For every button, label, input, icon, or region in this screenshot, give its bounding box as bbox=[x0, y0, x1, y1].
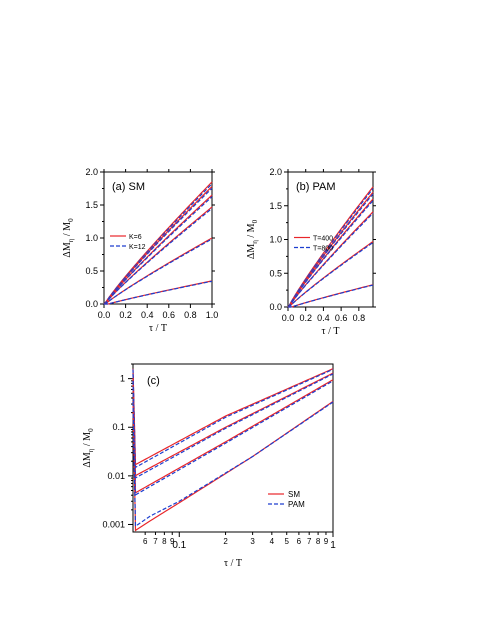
series-line-pam bbox=[132, 380, 334, 496]
y-label-mid: / M bbox=[246, 223, 257, 240]
legend-label: PAM bbox=[288, 500, 305, 509]
legend-label: SM bbox=[288, 490, 300, 499]
y-tick-label: 1.5 bbox=[85, 200, 98, 210]
y-tick-label: 2.0 bbox=[269, 167, 282, 177]
x-tick-label: 6 bbox=[297, 537, 302, 546]
y-axis-label: ΔMη / M0 bbox=[246, 219, 259, 259]
series-line-pam bbox=[103, 187, 213, 305]
series-line-sm bbox=[132, 400, 334, 532]
series-line-pam bbox=[132, 368, 334, 469]
y-label-sub: η bbox=[87, 448, 95, 452]
y-label-mid: / M bbox=[62, 222, 73, 239]
y-tick-label: 0.01 bbox=[107, 471, 125, 481]
x-tick-label: 0.6 bbox=[163, 310, 176, 320]
series-line-pam bbox=[288, 284, 374, 308]
y-tick-label: 1.0 bbox=[269, 235, 282, 245]
x-axis-label: τ / T bbox=[224, 558, 242, 569]
series-line-pam bbox=[287, 242, 374, 308]
series-line-pam bbox=[287, 200, 374, 308]
series-line-sm bbox=[287, 211, 374, 308]
x-tick-label: 4 bbox=[270, 537, 275, 546]
y-tick-label: 1.0 bbox=[85, 233, 98, 243]
y-axis-label: ΔMη / M0 bbox=[62, 218, 75, 258]
plot-frame bbox=[132, 363, 334, 533]
x-tick-label: 1.0 bbox=[206, 310, 219, 320]
x-axis-label: τ / T bbox=[149, 323, 167, 334]
legend-label: T=400 bbox=[313, 236, 333, 243]
series-line-pam bbox=[132, 401, 334, 528]
series-line-pam bbox=[103, 207, 213, 305]
series-line-sm bbox=[103, 186, 213, 305]
x-tick-label: 9 bbox=[170, 537, 175, 546]
x-tick-label: 0.8 bbox=[184, 310, 197, 320]
series-line-sm bbox=[132, 372, 334, 477]
series-line-pam bbox=[104, 280, 213, 305]
x-tick-label: 7 bbox=[153, 537, 158, 546]
series-line-sm bbox=[132, 368, 334, 466]
y-label-sub2: 0 bbox=[251, 219, 259, 223]
y-tick-label: 0.0 bbox=[85, 299, 98, 309]
series-line-pam bbox=[287, 212, 374, 308]
x-tick-label: 1 bbox=[330, 540, 336, 551]
x-axis-label: τ / T bbox=[322, 326, 340, 337]
y-axis-label: ΔMη / M0 bbox=[82, 428, 95, 468]
x-tick-label: 0.8 bbox=[353, 313, 366, 323]
y-tick-label: 1 bbox=[120, 374, 125, 384]
x-tick-label: 7 bbox=[307, 537, 312, 546]
panel-a: 0.0 0.2 0.4 0.6 0.8 1.0 0.0 0.5 1.0 1.5 2.0 (a) SM τ… bbox=[62, 167, 218, 334]
series-line-sm bbox=[132, 379, 334, 494]
x-tick-label: 2 bbox=[223, 537, 228, 546]
x-tick-label: 0.0 bbox=[98, 310, 111, 320]
x-tick-label: 0.0 bbox=[282, 313, 295, 323]
x-tick-label: 5 bbox=[284, 537, 289, 546]
y-label-mid: / M bbox=[82, 432, 93, 449]
x-tick-label: 0.1 bbox=[172, 540, 186, 551]
panel-label: (b) PAM bbox=[296, 181, 336, 193]
y-tick-label: 1.5 bbox=[269, 201, 282, 211]
series-line-sm bbox=[103, 237, 213, 305]
x-tick-label: 0.4 bbox=[317, 313, 330, 323]
x-tick-label: 8 bbox=[316, 537, 321, 546]
legend-label: K=12 bbox=[129, 244, 146, 251]
x-tick-label: 6 bbox=[143, 537, 148, 546]
y-label-main: ΔM bbox=[246, 244, 257, 259]
legend-label: K=6 bbox=[129, 234, 142, 241]
y-label-sub2: 0 bbox=[87, 428, 95, 432]
y-tick-label: 0.1 bbox=[112, 422, 125, 432]
panel-label: (a) SM bbox=[112, 181, 145, 193]
y-label-main: ΔM bbox=[62, 242, 73, 257]
x-tick-label: 9 bbox=[324, 537, 329, 546]
y-tick-label: 0.0 bbox=[269, 302, 282, 312]
panel-b: 0.0 0.2 0.4 0.6 0.8 0.0 0.5 1.0 1.5 2.0 (b) PAM τ /… bbox=[246, 167, 376, 337]
y-label-main: ΔM bbox=[82, 452, 93, 467]
legend-label: T=800 bbox=[313, 246, 333, 253]
y-label-sub: η bbox=[67, 238, 75, 242]
x-tick-label: 0.4 bbox=[141, 310, 154, 320]
y-label-sub: η bbox=[251, 240, 259, 244]
y-label-sub2: 0 bbox=[67, 218, 75, 222]
x-tick-label: 8 bbox=[162, 537, 167, 546]
series-line-pam bbox=[103, 196, 213, 305]
y-tick-label: 2.0 bbox=[85, 167, 98, 177]
series-line-sm bbox=[103, 181, 213, 305]
x-tick-label: 0.2 bbox=[119, 310, 132, 320]
series-line-pam bbox=[103, 238, 213, 305]
series-line-pam bbox=[132, 373, 334, 479]
x-tick-label: 3 bbox=[250, 537, 255, 546]
y-tick-label: 0.001 bbox=[102, 519, 125, 529]
y-tick-label: 0.5 bbox=[85, 266, 98, 276]
y-tick-label: 0.5 bbox=[269, 268, 282, 278]
panel-label: (c) bbox=[147, 375, 160, 387]
x-tick-label: 0.2 bbox=[299, 313, 312, 323]
x-tick-label: 0.6 bbox=[335, 313, 348, 323]
